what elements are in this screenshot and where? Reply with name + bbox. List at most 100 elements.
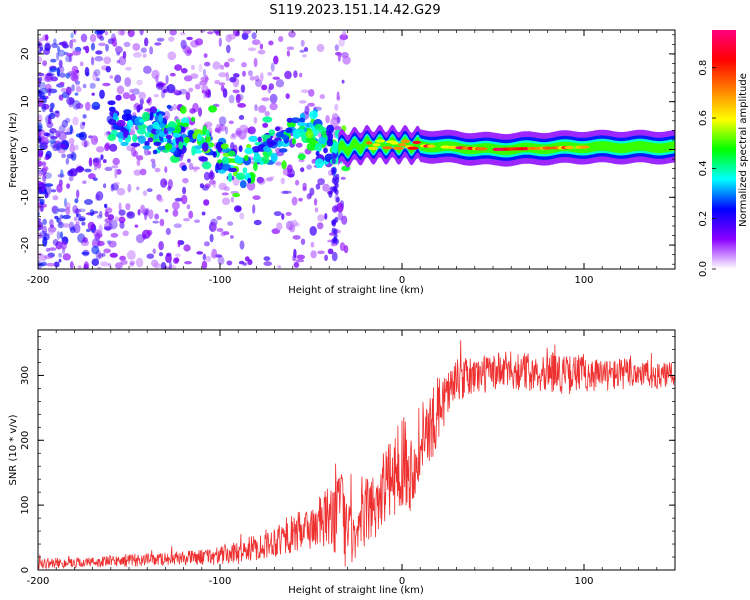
spectrogram-tail-cell: [331, 158, 336, 165]
spectrogram-noise-cell: [46, 73, 55, 77]
spectrogram-tail-cell: [333, 232, 338, 239]
spectrogram-noise-cell: [72, 50, 81, 56]
spectrogram-noise-cell: [316, 222, 324, 230]
spectrogram-noise-cell: [193, 219, 201, 223]
spectrogram-ridge-cell: [159, 122, 166, 129]
spectrogram-noise-cell: [57, 221, 64, 229]
spectrogram-noise-cell: [58, 59, 63, 68]
spectrogram-noise-cell: [66, 183, 71, 189]
spectrogram-noise-cell: [239, 212, 245, 220]
spectrogram-noise-cell: [139, 30, 144, 36]
spectrogram-noise-cell: [261, 84, 268, 91]
spectrogram-noise-cell: [253, 219, 262, 226]
spectrogram-noise-cell: [144, 211, 148, 221]
spectrogram-ridge-cell: [297, 122, 307, 127]
spectrogram-noise-cell: [51, 205, 58, 214]
spectrogram-noise-cell: [315, 183, 321, 190]
spectrogram-noise-cell: [343, 245, 349, 254]
spectrogram-noise-cell: [41, 103, 50, 110]
spectrogram-ridge-cell: [208, 105, 218, 113]
spectrogram-noise-cell: [119, 221, 125, 229]
spectrogram-noise-cell: [201, 211, 206, 216]
spectrogram-noise-cell: [166, 84, 176, 94]
spectrogram-noise-cell: [69, 226, 76, 234]
spectrogram-ridge-cell: [310, 139, 317, 144]
spectrogram-noise-cell: [235, 127, 242, 137]
spectrogram-noise-cell: [44, 183, 54, 187]
spectrogram-noise-cell: [241, 32, 249, 40]
spectrogram-ridge-cell: [197, 133, 202, 142]
spectrogram-noise-cell: [83, 140, 88, 148]
spectrogram-noise-cell: [161, 90, 166, 99]
spectrogram-y-tick-label: 10: [20, 95, 31, 108]
spectrogram-noise-cell: [127, 30, 135, 38]
spectrogram-ridge-cell: [227, 150, 236, 157]
spectrogram-noise-cell: [281, 213, 285, 220]
spectrogram-noise-cell: [257, 177, 266, 185]
spectrogram-noise-cell: [96, 214, 103, 219]
spectrogram-noise-cell: [293, 248, 297, 258]
spectrogram-ridge-cell: [144, 140, 150, 147]
spectrogram-noise-cell: [75, 86, 82, 93]
spectrogram-noise-cell: [233, 73, 240, 78]
spectrogram-noise-cell: [71, 47, 76, 52]
spectrogram-ridge-cell: [152, 149, 158, 155]
spectrogram-noise-cell: [184, 261, 192, 265]
spectrogram-noise-cell: [136, 186, 140, 191]
spectrogram-noise-cell: [203, 171, 211, 181]
spectrogram-noise-cell: [72, 69, 78, 80]
spectrogram-noise-cell: [147, 229, 153, 236]
spectrogram-core-cell: [372, 143, 381, 147]
spectrogram-noise-cell: [282, 190, 292, 194]
spectrogram-ridge-cell: [276, 131, 284, 138]
spectrogram-ridge-cell: [274, 126, 281, 132]
spectrogram-noise-cell: [38, 160, 43, 168]
spectrogram-noise-cell: [158, 197, 164, 203]
colorbar-tick-label: 0.8: [698, 60, 709, 76]
spectrogram-tail-cell: [335, 196, 340, 203]
spectrogram-noise-cell: [91, 101, 101, 110]
spectrogram-noise-cell: [48, 247, 57, 251]
spectrogram-noise-cell: [122, 51, 127, 59]
spectrogram-noise-cell: [135, 257, 144, 268]
spectrogram-noise-cell: [39, 141, 49, 150]
spectrogram-core-cell: [476, 147, 488, 151]
spectrogram-noise-cell: [112, 157, 120, 166]
spectrogram-noise-cell: [299, 49, 305, 53]
spectrogram-noise-cell: [129, 262, 134, 267]
spectrogram-noise-cell: [334, 204, 339, 212]
spectrogram-ridge-cell: [314, 158, 324, 169]
spectrogram-noise-cell: [306, 164, 312, 170]
spectrogram-x-tick-label: 0: [399, 275, 405, 286]
spectrogram-noise-cell: [203, 199, 210, 206]
spectrogram-noise-cell: [46, 123, 53, 127]
spectrogram-noise-cell: [168, 260, 172, 269]
spectrogram-noise-cell: [104, 131, 109, 137]
spectrogram-noise-cell: [182, 186, 187, 195]
spectrogram-noise-cell: [219, 82, 226, 86]
spectrogram-noise-cell: [304, 105, 310, 115]
spectrogram-noise-cell: [242, 30, 252, 35]
spectrogram-noise-cell: [111, 183, 119, 191]
spectrogram-ridge-cell: [123, 129, 129, 139]
spectrogram-noise-cell: [257, 49, 266, 55]
spectrogram-noise-cell: [140, 47, 147, 53]
spectrogram-noise-cell: [65, 202, 71, 211]
spectrogram-noise-cell: [116, 187, 126, 196]
spectrogram-noise-cell: [258, 104, 267, 113]
spectrogram-noise-cell: [58, 252, 63, 258]
spectrogram-noise-cell: [165, 209, 169, 213]
spectrogram-ridge-cell: [121, 113, 132, 121]
spectrogram-ridge-cell: [142, 145, 152, 150]
spectrogram-noise-cell: [82, 121, 86, 126]
spectrogram-noise-cell: [80, 33, 88, 43]
spectrogram-noise-cell: [92, 241, 97, 248]
spectrogram-noise-cell: [190, 73, 199, 79]
spectrogram-ridge-cell: [281, 160, 287, 170]
spectrogram-noise-cell: [90, 56, 95, 66]
spectrogram-ridge-cell: [246, 144, 252, 149]
spectrogram-noise-cell: [159, 252, 163, 257]
spectrogram-noise-cell: [203, 241, 210, 247]
spectrogram-noise-cell: [172, 201, 180, 211]
spectrogram-noise-cell: [104, 226, 112, 231]
